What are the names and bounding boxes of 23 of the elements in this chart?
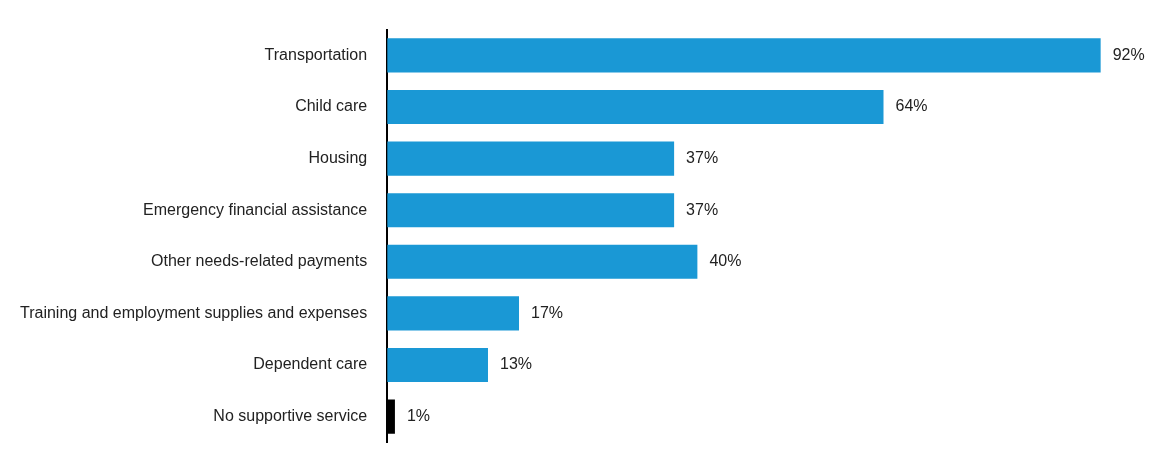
bar: [387, 347, 488, 383]
bar: [387, 244, 698, 279]
y-tick-label: Dependent care: [253, 355, 368, 373]
bar: [387, 141, 675, 176]
data-label: 13%: [499, 355, 533, 373]
data-label: 17%: [531, 303, 564, 321]
bar: [387, 89, 884, 125]
data-label: 64%: [895, 97, 928, 115]
bar: [387, 193, 675, 228]
data-label: 92%: [1112, 45, 1145, 63]
data-label: 37%: [686, 149, 719, 167]
y-tick-label: Child care: [295, 97, 368, 115]
data-label: 37%: [686, 200, 719, 218]
bar: [387, 296, 520, 331]
bar: [387, 38, 1101, 73]
y-tick-label: Housing: [308, 149, 368, 167]
y-tick-label: Training and employment supplies and expenses: [20, 303, 368, 321]
data-label: 40%: [709, 252, 742, 270]
y-tick-label: Other needs-related payments: [151, 252, 368, 270]
y-tick-label: Emergency financial assistance: [143, 200, 368, 218]
data-label: 1%: [406, 407, 431, 425]
y-tick-label: Transportation: [264, 45, 368, 63]
y-tick-label: No supportive service: [213, 407, 368, 425]
